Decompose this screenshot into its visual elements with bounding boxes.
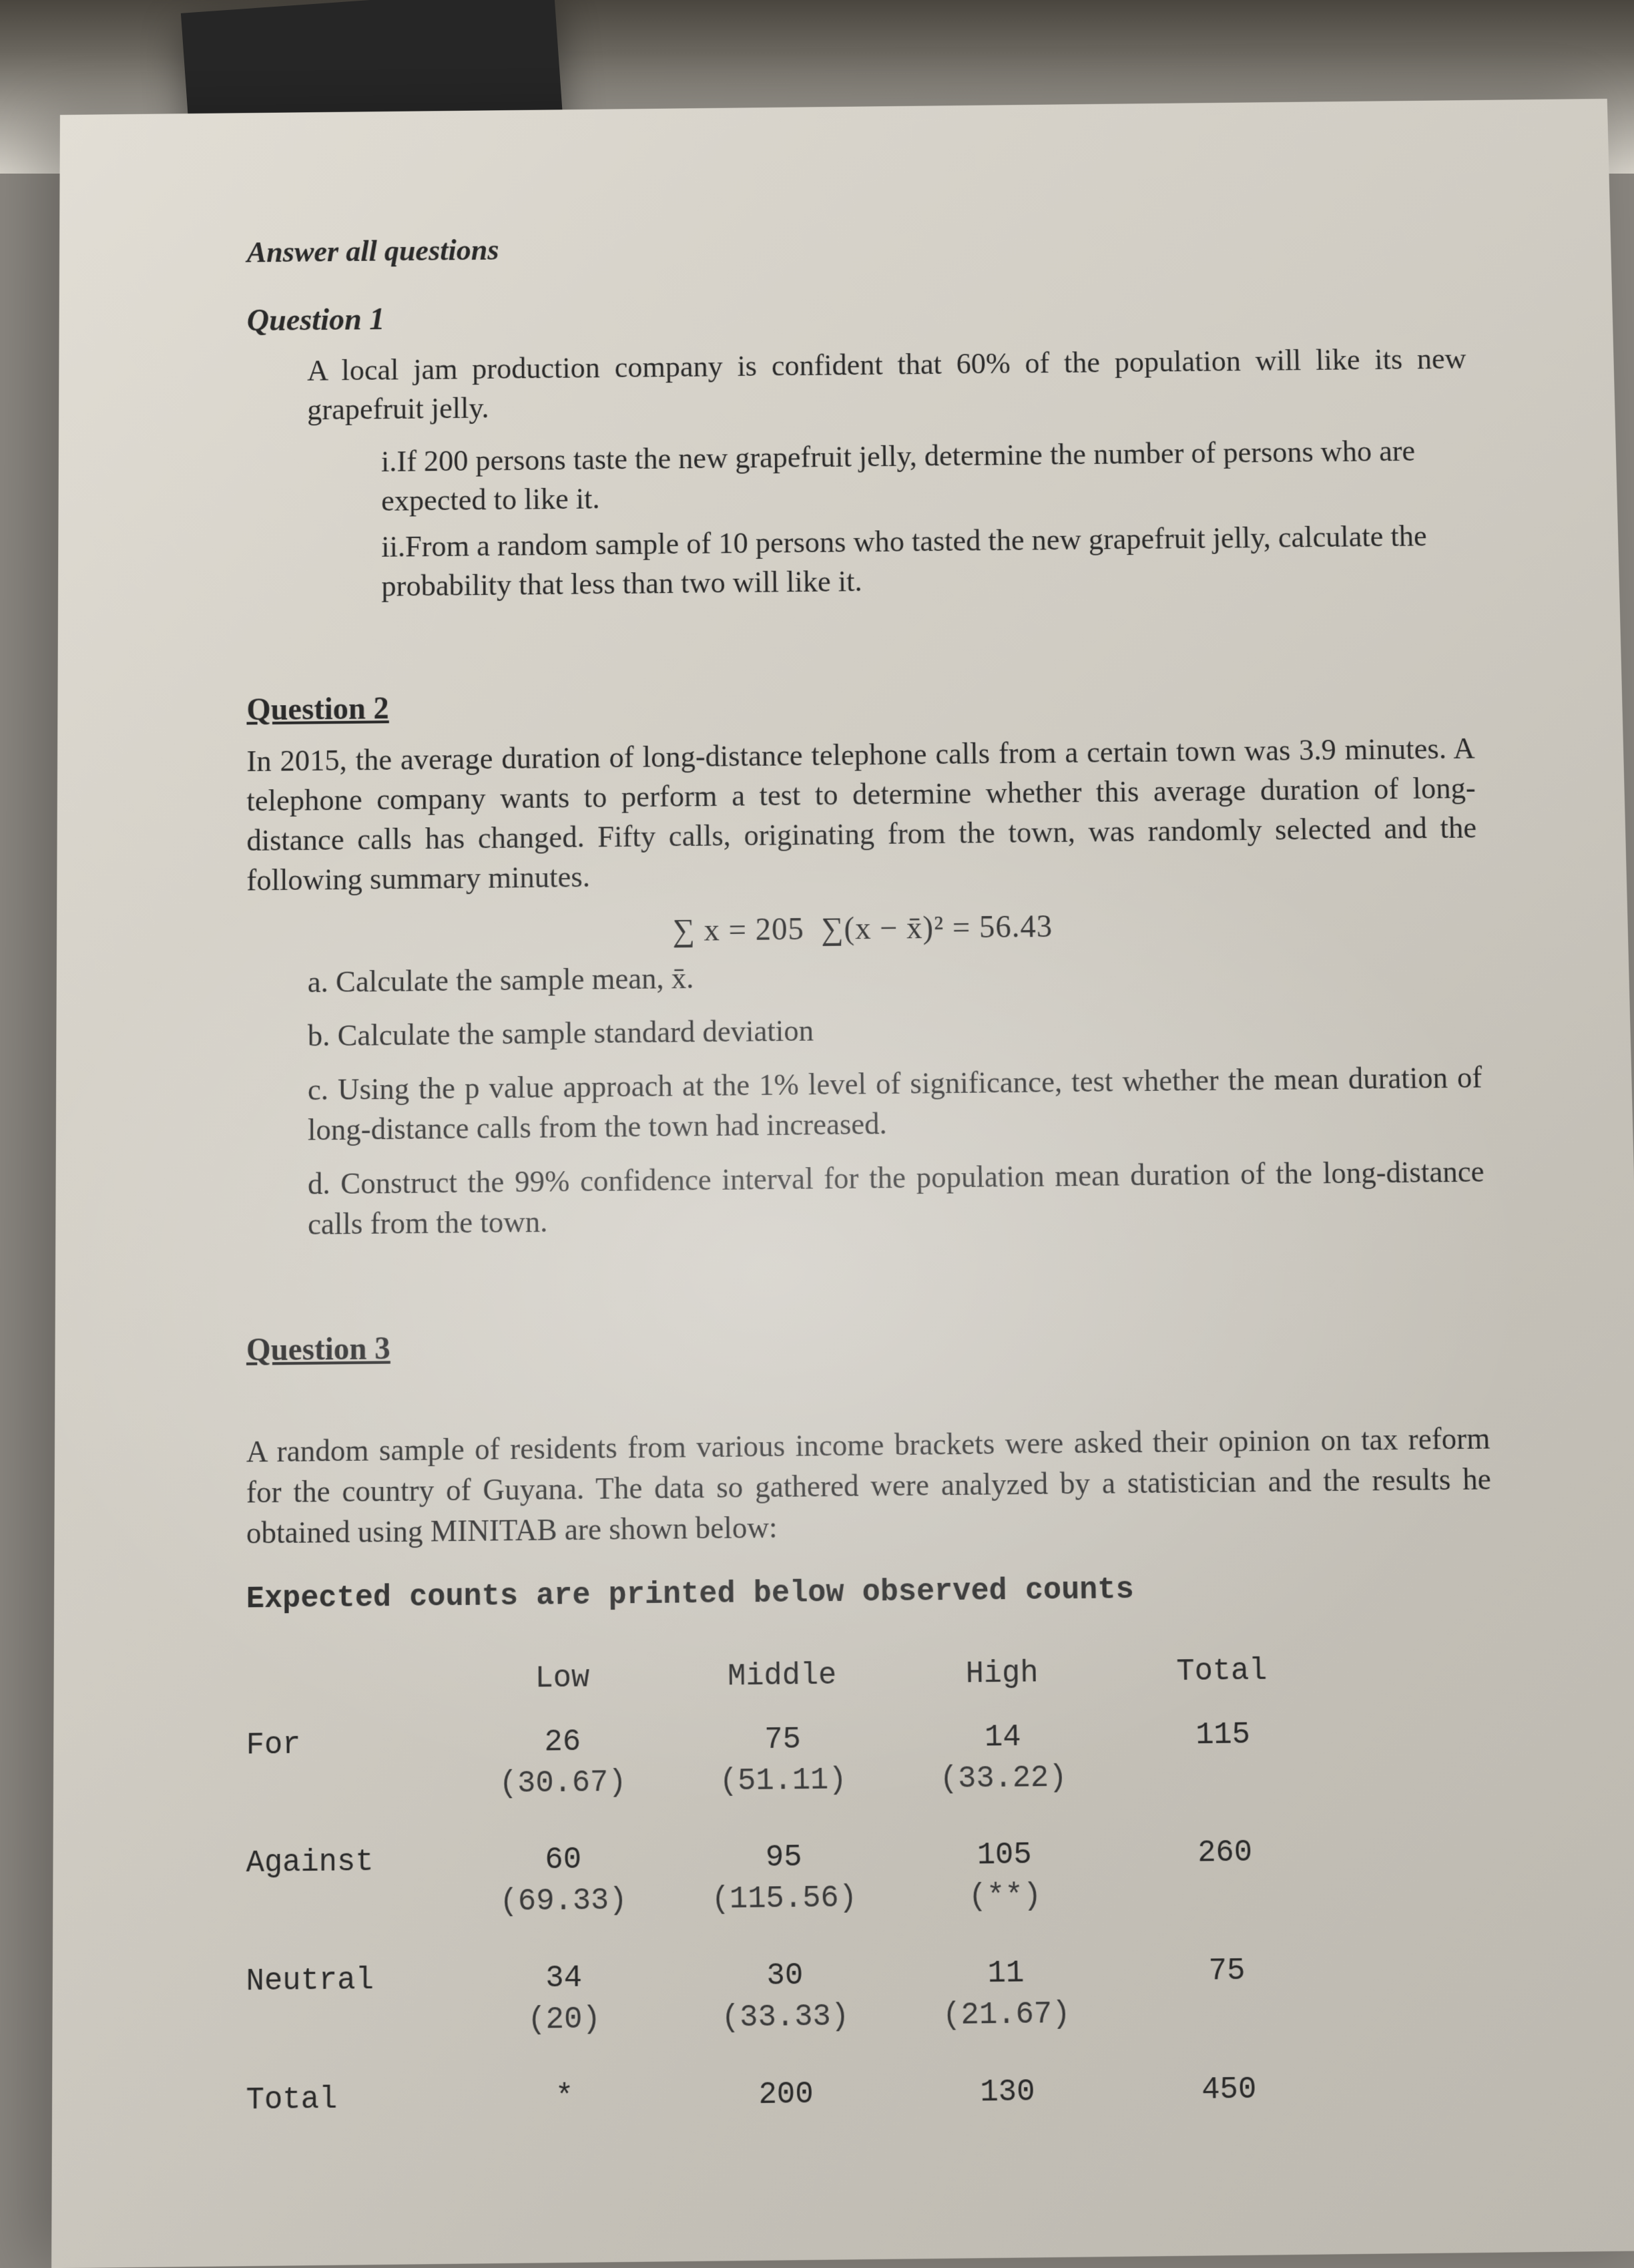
ct-against-total: 260 (1114, 1819, 1336, 1874)
exam-paper: Answer all questions Question 1 A local … (51, 99, 1634, 2268)
q2-a: a. Calculate the sample mean, x̄. (246, 950, 1480, 1003)
ct-neutral-middle: 30 (674, 1943, 896, 1998)
ct-against-low: 60 (453, 1827, 673, 1881)
ct-head-middle: Middle (672, 1643, 892, 1709)
ct-neutral-low: 34 (453, 1945, 675, 2000)
ct-neutral-exp-low: (20) (453, 1998, 675, 2066)
ct-head-row: Low Middle High Total (246, 1638, 1332, 1714)
ct-against-exp-high: (**) (894, 1875, 1116, 1943)
ct-neutral-total: 75 (1116, 1938, 1338, 1994)
ct-for-exp-high: (33.22) (893, 1757, 1114, 1824)
q2-d: d. Construct the 99% confidence interval… (246, 1152, 1485, 1246)
q3-intro: A random sample of residents from variou… (246, 1419, 1492, 1554)
q3-heading: Question 3 (246, 1316, 1488, 1371)
ct-for-label: For (246, 1711, 453, 1766)
instruction: Answer all questions (247, 220, 1464, 272)
ct-against-exp: (69.33) (115.56) (**) (246, 1872, 1337, 1950)
ct-neutral-high: 11 (895, 1940, 1117, 1996)
q2-formula-left: ∑ x = 205 (672, 911, 804, 948)
ct-against-label: Against (246, 1829, 453, 1884)
q2-formula-right: ∑(x − x̄)² = 56.43 (821, 909, 1053, 946)
ct-total-low: * (454, 2064, 675, 2119)
q1-item-ii: ii.From a random sample of 10 persons wh… (247, 516, 1472, 608)
ct-neutral-exp: (20) (33.33) (21.67) (246, 1991, 1340, 2068)
ct-against-exp-middle: (115.56) (673, 1877, 895, 1945)
contingency-table: Low Middle High Total For 26 75 14 115 (… (246, 1638, 1340, 2122)
ct-for-exp: (30.67) (51.11) (33.22) (246, 1755, 1335, 1831)
q1-intro: A local jam production company is confid… (247, 339, 1468, 430)
ct-total-middle: 200 (675, 2062, 897, 2117)
q1-i-label: i. (381, 445, 396, 478)
q1-heading: Question 1 (247, 288, 1466, 341)
ct-total-row: Total * 200 130 450 (246, 2056, 1340, 2121)
q1-i-text: If 200 persons taste the new grapefruit … (381, 434, 1416, 517)
ct-total-label: Total (246, 2066, 453, 2122)
ct-neutral-label: Neutral (246, 1948, 454, 2003)
ct-total-total: 450 (1118, 2056, 1340, 2112)
ct-against-high: 105 (894, 1822, 1115, 1877)
ct-for-low: 26 (453, 1709, 673, 1764)
ct-against-exp-low: (69.33) (453, 1879, 674, 1948)
ct-for-exp-middle: (51.11) (673, 1759, 894, 1827)
q2-b: b. Calculate the sample standard deviati… (246, 1004, 1481, 1058)
ct-neutral-exp-middle: (33.33) (675, 1996, 896, 2064)
q3-table-caption: Expected counts are printed below observ… (246, 1566, 1494, 1620)
q2-heading: Question 2 (247, 676, 1474, 730)
q1-item-i: i.If 200 persons taste the new grapefrui… (247, 431, 1470, 522)
q2-formula: ∑ x = 205 ∑(x − x̄)² = 56.43 (246, 901, 1479, 956)
ct-total-high: 130 (896, 2059, 1119, 2114)
ct-head-high: High (892, 1640, 1113, 1707)
q1-ii-label: ii. (381, 530, 405, 563)
ct-head-blank (246, 1648, 453, 1714)
ct-against-middle: 95 (673, 1825, 894, 1879)
ct-head-total: Total (1111, 1638, 1332, 1705)
q2-c: c. Using the p value approach at the 1% … (246, 1058, 1483, 1151)
q2-intro: In 2015, the average duration of long-di… (246, 729, 1478, 901)
ct-for-total: 115 (1112, 1702, 1333, 1757)
ct-neutral-exp-high: (21.67) (896, 1993, 1118, 2061)
ct-for-high: 14 (892, 1705, 1113, 1759)
ct-for-middle: 75 (672, 1707, 892, 1761)
q1-ii-text: From a random sample of 10 persons who t… (381, 519, 1427, 603)
ct-for-exp-low: (30.67) (453, 1761, 673, 1829)
ct-head-low: Low (452, 1645, 672, 1711)
